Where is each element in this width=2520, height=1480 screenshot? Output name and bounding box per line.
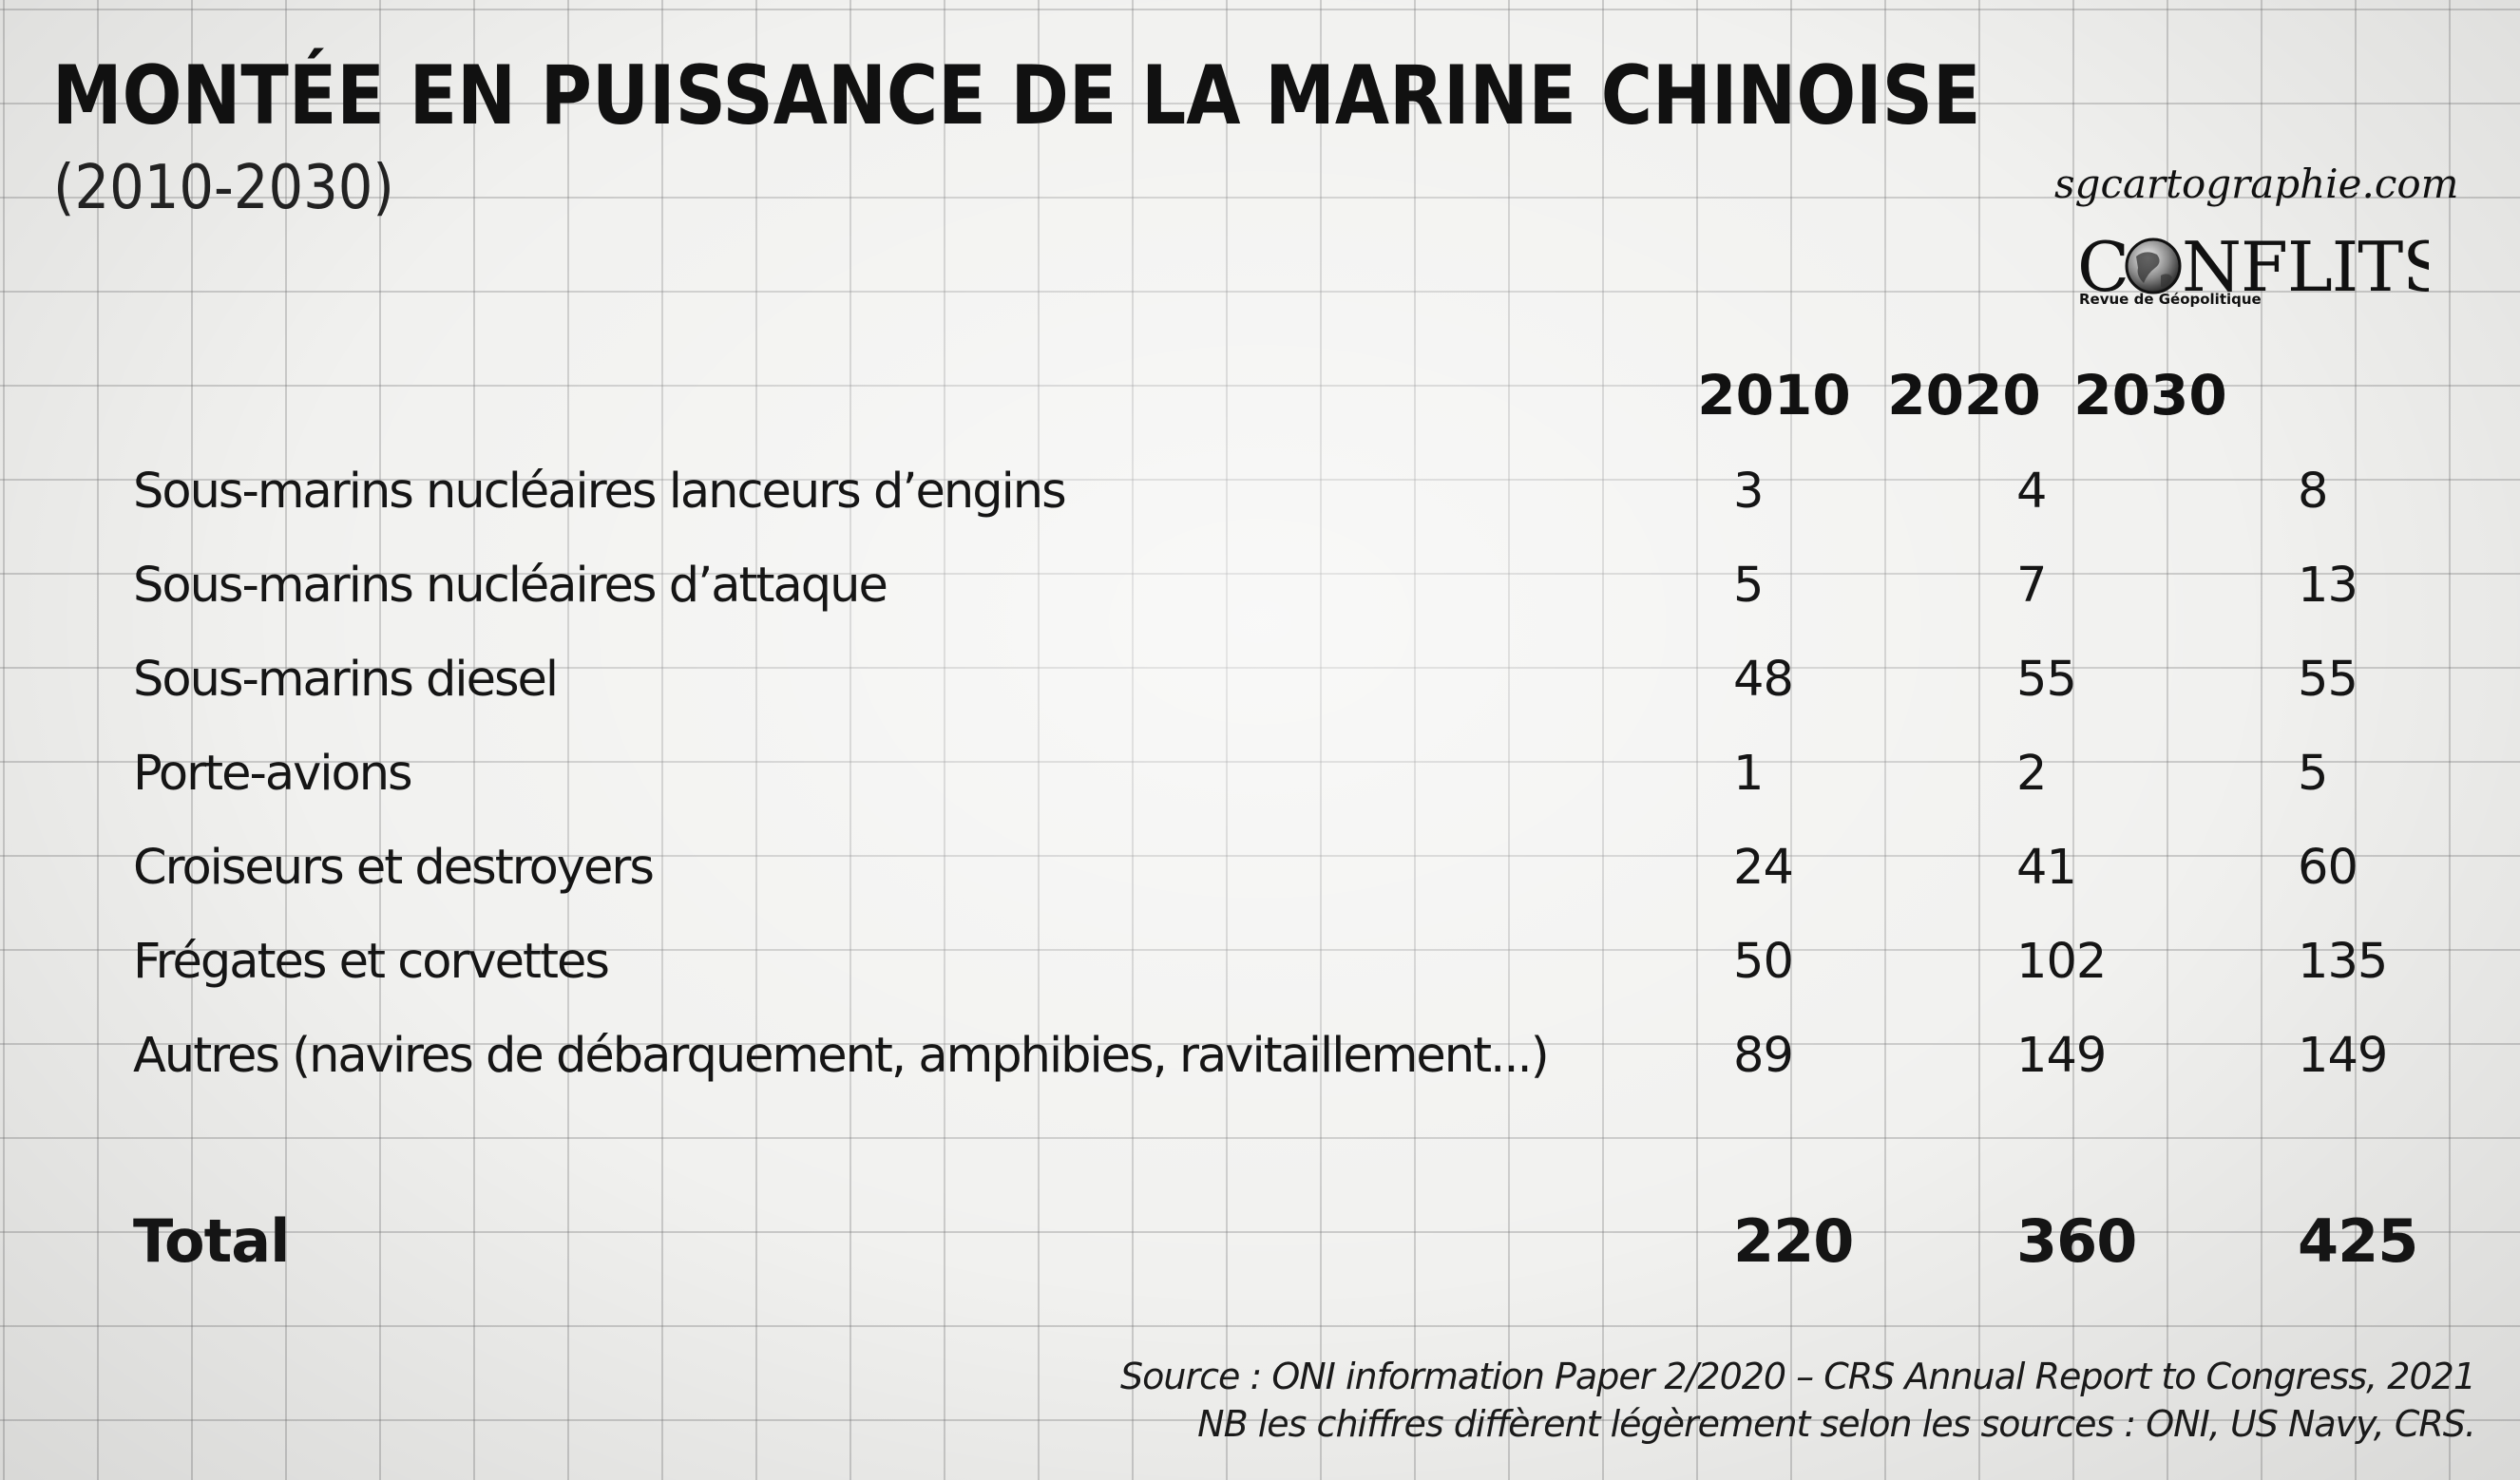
- source-line: Source : ONI information Paper 2/2020 – …: [1120, 1356, 2476, 1397]
- column-header-2010: 2010: [1697, 363, 1851, 427]
- page-subtitle: (2010-2030): [53, 153, 394, 223]
- value-2020: 4: [2016, 464, 2047, 520]
- svg-text:C: C: [2077, 227, 2129, 307]
- value-2010: 3: [1733, 464, 1764, 520]
- table-row: Croiseurs et destroyers 24 41 60: [0, 830, 2520, 906]
- conflits-logo: C NFLITS: [2077, 220, 2429, 312]
- row-label: Croiseurs et destroyers: [133, 840, 655, 896]
- svg-text:NFLITS: NFLITS: [2182, 227, 2429, 307]
- value-2030: 135: [2298, 934, 2388, 990]
- value-2030: 149: [2298, 1028, 2388, 1084]
- row-label: Sous-marins diesel: [133, 652, 559, 708]
- value-2020: 55: [2016, 652, 2077, 708]
- row-label: Frégates et corvettes: [133, 934, 610, 990]
- table-row: Sous-marins nucléaires lanceurs d’engins…: [0, 454, 2520, 530]
- logo-tagline: Revue de Géopolitique: [2079, 291, 2262, 308]
- value-2030: 8: [2298, 464, 2328, 520]
- table-row: Frégates et corvettes 50 102 135: [0, 924, 2520, 1000]
- value-2010: 89: [1733, 1028, 1794, 1084]
- row-label: Sous-marins nucléaires lanceurs d’engins: [133, 464, 1067, 520]
- table-row: Sous-marins nucléaires d’attaque 5 7 13: [0, 548, 2520, 624]
- value-2010: 48: [1733, 652, 1794, 708]
- row-label: Sous-marins nucléaires d’attaque: [133, 558, 888, 614]
- total-2020: 360: [2016, 1206, 2137, 1276]
- value-2010: 24: [1733, 840, 1794, 896]
- table-row: Sous-marins diesel 48 55 55: [0, 642, 2520, 718]
- value-2020: 149: [2016, 1028, 2107, 1084]
- value-2030: 5: [2298, 746, 2328, 802]
- table-row: Porte-avions 1 2 5: [0, 736, 2520, 812]
- value-2010: 1: [1733, 746, 1764, 802]
- row-label: Porte-avions: [133, 746, 413, 802]
- table-row: Autres (navires de débarquement, amphibi…: [0, 1018, 2520, 1094]
- value-2020: 41: [2016, 840, 2077, 896]
- total-2030: 425: [2298, 1206, 2418, 1276]
- nb-line: NB les chiffres diffèrent légèrement sel…: [1197, 1403, 2476, 1445]
- value-2010: 5: [1733, 558, 1764, 614]
- value-2030: 13: [2298, 558, 2358, 614]
- value-2020: 102: [2016, 934, 2107, 990]
- source-note: Source : ONI information Paper 2/2020 – …: [1120, 1353, 2476, 1448]
- row-label: Autres (navires de débarquement, amphibi…: [133, 1028, 1550, 1084]
- value-2020: 2: [2016, 746, 2047, 802]
- value-2030: 55: [2298, 652, 2358, 708]
- column-header-2020: 2020: [1887, 363, 2041, 427]
- conflits-logo-mark: C NFLITS: [2077, 227, 2429, 307]
- column-header-2030: 2030: [2073, 363, 2227, 427]
- value-2010: 50: [1733, 934, 1794, 990]
- total-label: Total: [133, 1206, 290, 1276]
- value-2020: 7: [2016, 558, 2047, 614]
- total-row: Total 220 360 425: [0, 1204, 2520, 1280]
- page-title: MONTÉE EN PUISSANCE DE LA MARINE CHINOIS…: [52, 48, 1981, 143]
- site-credit: sgcartographie.com: [2054, 161, 2459, 207]
- total-2010: 220: [1733, 1206, 1854, 1276]
- value-2030: 60: [2298, 840, 2358, 896]
